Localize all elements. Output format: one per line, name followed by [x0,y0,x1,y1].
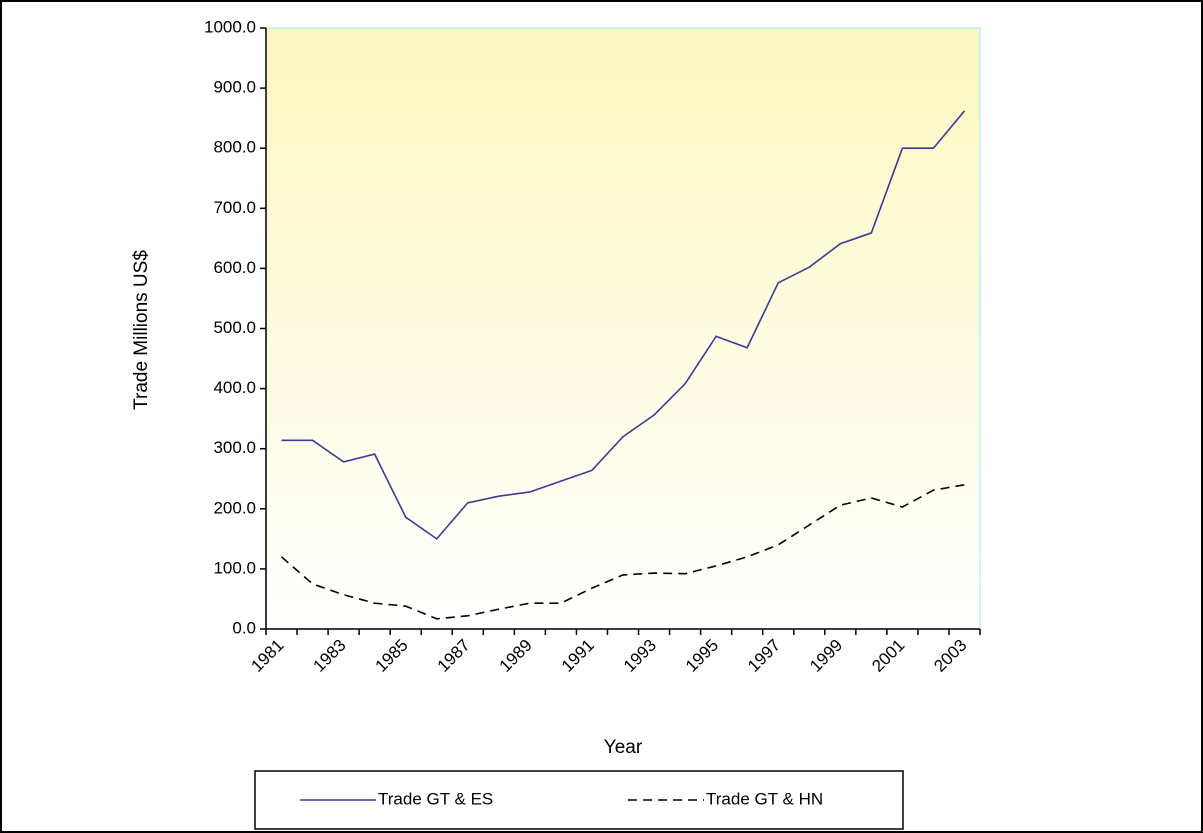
y-tick-label: 300.0 [213,438,256,457]
y-tick-label: 1000.0 [204,17,256,36]
y-tick-label: 700.0 [213,198,256,217]
x-tick-label: 1997 [744,636,784,676]
x-tick-label: 1995 [682,636,722,676]
y-tick-label: 400.0 [213,378,256,397]
y-tick-label: 800.0 [213,138,256,157]
x-tick-label: 1983 [309,636,349,676]
x-tick-label: 2003 [930,636,970,676]
y-tick-label: 600.0 [213,258,256,277]
x-tick-label: 2001 [868,636,908,676]
x-tick-label: 1987 [434,636,474,676]
y-tick-label: 200.0 [213,498,256,517]
x-tick-label: 1999 [806,636,846,676]
x-tick-label: 1985 [372,636,412,676]
y-tick-label: 0.0 [232,618,256,637]
legend-label: Trade GT & HN [706,789,823,808]
y-axis-label: Trade Millions US$ [131,250,152,410]
plot-area [265,27,981,630]
x-tick-label: 1993 [620,636,660,676]
x-axis-label: Year [604,737,643,758]
x-tick-label: 1981 [247,636,287,676]
x-tick-label: 1991 [558,636,598,676]
series-line [281,110,966,540]
y-tick-label: 100.0 [213,558,256,577]
legend-label: Trade GT & ES [378,789,493,808]
y-tick-label: 500.0 [213,318,256,337]
x-tick-label: 1989 [496,636,536,676]
y-tick-label: 900.0 [213,78,256,97]
series-line [280,483,965,620]
